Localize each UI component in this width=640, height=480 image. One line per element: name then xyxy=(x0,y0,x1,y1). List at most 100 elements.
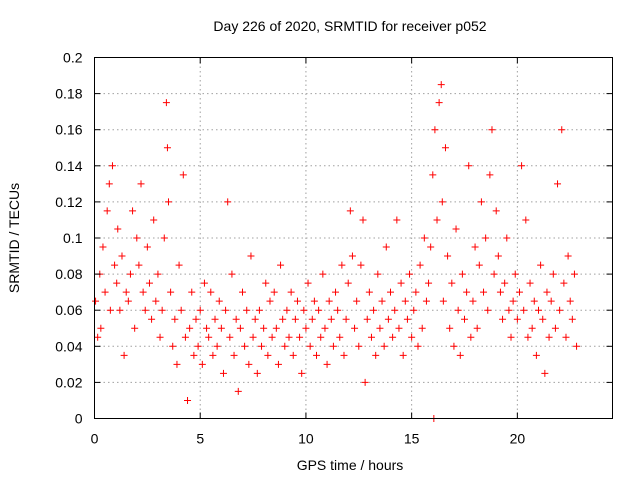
data-point xyxy=(551,324,559,332)
x-tick-labels: 0 5 10 15 20 xyxy=(91,431,526,447)
data-point xyxy=(403,315,411,323)
data-point xyxy=(438,198,446,206)
data-point xyxy=(298,369,306,377)
data-point xyxy=(310,297,318,305)
data-point xyxy=(537,261,545,269)
x-tick-label: 5 xyxy=(196,431,204,447)
data-point xyxy=(547,297,555,305)
data-point xyxy=(490,270,498,278)
data-point xyxy=(249,333,257,341)
data-point xyxy=(150,216,158,224)
data-point xyxy=(264,351,272,359)
data-point xyxy=(283,306,291,314)
data-point xyxy=(507,333,515,341)
data-point xyxy=(480,288,488,296)
y-tick-label: 0.08 xyxy=(55,266,82,282)
data-point xyxy=(401,297,409,305)
chart-title: Day 226 of 2020, SRMTID for receiver p05… xyxy=(213,18,486,34)
data-point xyxy=(327,315,335,323)
data-point xyxy=(179,171,187,179)
data-point xyxy=(484,306,492,314)
data-point xyxy=(308,315,316,323)
data-point xyxy=(281,342,289,350)
data-point xyxy=(566,297,574,305)
data-point xyxy=(129,207,137,215)
data-point xyxy=(389,333,397,341)
data-point xyxy=(243,306,251,314)
data-point xyxy=(441,144,449,152)
data-point xyxy=(213,342,221,350)
data-point xyxy=(524,333,532,341)
data-point xyxy=(437,81,445,89)
data-point xyxy=(408,333,416,341)
data-point xyxy=(570,270,578,278)
data-point xyxy=(217,324,225,332)
data-point xyxy=(406,270,414,278)
data-point xyxy=(456,351,464,359)
data-point xyxy=(196,306,204,314)
data-point xyxy=(207,288,215,296)
data-point xyxy=(287,288,295,296)
data-point xyxy=(467,333,475,341)
data-point xyxy=(446,324,454,332)
data-point xyxy=(469,297,477,305)
x-tick-label: 15 xyxy=(404,431,420,447)
data-point xyxy=(357,261,365,269)
data-point xyxy=(414,342,422,350)
data-point xyxy=(177,306,185,314)
data-point xyxy=(435,99,443,107)
data-point xyxy=(156,333,164,341)
data-point xyxy=(122,288,130,296)
data-point xyxy=(545,333,553,341)
data-point xyxy=(501,279,509,287)
data-point xyxy=(152,297,160,305)
data-point xyxy=(399,351,407,359)
data-point xyxy=(251,315,259,323)
data-point xyxy=(530,297,538,305)
data-point xyxy=(503,234,511,242)
data-point xyxy=(351,324,359,332)
data-point xyxy=(293,297,301,305)
data-point xyxy=(329,342,337,350)
data-point xyxy=(471,243,479,251)
data-point xyxy=(372,351,380,359)
data-point xyxy=(370,306,378,314)
data-point xyxy=(374,270,382,278)
data-point xyxy=(143,243,151,251)
data-point xyxy=(513,315,521,323)
data-point xyxy=(230,351,238,359)
data-point xyxy=(304,279,312,287)
data-point xyxy=(425,279,433,287)
data-point xyxy=(431,126,439,134)
data-point xyxy=(427,243,435,251)
data-point xyxy=(433,216,441,224)
data-point xyxy=(268,333,276,341)
grid-lines xyxy=(94,57,613,419)
data-point xyxy=(116,306,124,314)
data-point xyxy=(296,333,304,341)
data-point xyxy=(141,306,149,314)
data-point xyxy=(486,171,494,179)
data-point xyxy=(319,270,327,278)
y-tick-label: 0.12 xyxy=(55,194,82,210)
data-point xyxy=(169,342,177,350)
data-point xyxy=(412,288,420,296)
data-point xyxy=(154,270,162,278)
data-point xyxy=(148,315,156,323)
data-point xyxy=(367,333,375,341)
data-point xyxy=(387,288,394,296)
data-point xyxy=(111,261,119,269)
data-point xyxy=(522,216,530,224)
data-point xyxy=(247,252,255,260)
data-point xyxy=(556,306,564,314)
data-point xyxy=(270,288,278,296)
data-point xyxy=(454,306,462,314)
data-point xyxy=(494,252,502,260)
data-point xyxy=(167,288,175,296)
data-point xyxy=(190,351,198,359)
data-point xyxy=(465,162,473,170)
data-point xyxy=(101,288,109,296)
data-point xyxy=(549,270,557,278)
y-tick-label: 0.1 xyxy=(63,230,83,246)
data-point xyxy=(224,198,232,206)
